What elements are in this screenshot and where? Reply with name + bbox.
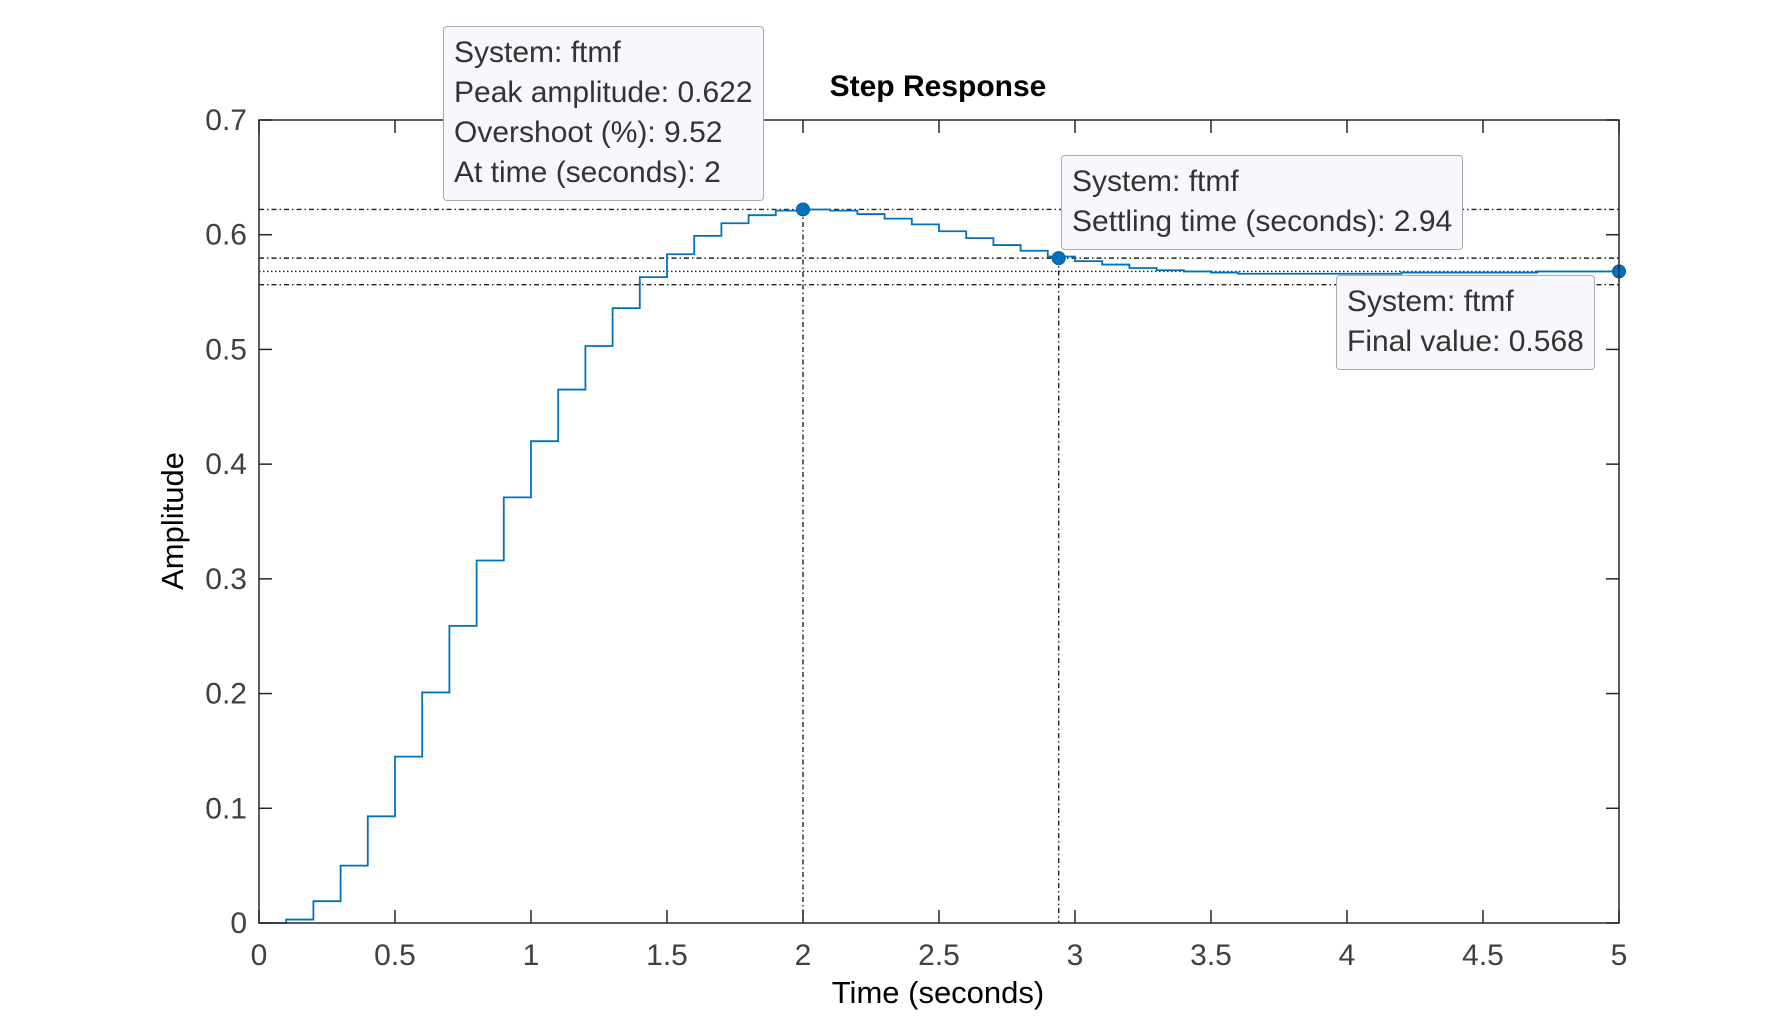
x-tick-label: 0.5	[374, 939, 416, 972]
settling-datatip-line: System: ftmf	[1072, 165, 1239, 198]
y-tick-label: 0.2	[205, 678, 247, 711]
x-tick-label: 2.5	[918, 939, 960, 972]
y-tick-label: 0.1	[205, 792, 247, 825]
y-tick-label: 0.6	[205, 219, 247, 252]
chart-title: Step Response	[830, 70, 1047, 103]
datatip-marker[interactable]	[796, 202, 810, 217]
axes-box	[258, 119, 1620, 924]
settling-datatip-line: Settling time (seconds): 2.94	[1072, 205, 1453, 238]
x-tick-label: 2	[795, 939, 812, 972]
x-tick-label: 5	[1611, 939, 1628, 972]
x-tick-label: 3	[1067, 939, 1084, 972]
y-tick-label: 0.4	[205, 448, 247, 481]
x-tick-label: 1.5	[646, 939, 688, 972]
x-tick-label: 1	[523, 939, 540, 972]
peak-datatip-line: System: ftmf	[454, 36, 621, 69]
x-tick-label: 4	[1339, 939, 1356, 972]
tick-labels: 0 0.5 1 1.5 2 2.5 3 3.5 4 4.5 5 0 0.1 0.2 0.3 0.4 0.5 0.6…	[205, 104, 1627, 972]
x-tick-label: 3.5	[1190, 939, 1232, 972]
final-datatip[interactable]: System: ftmf Final value: 0.568	[1336, 275, 1595, 370]
axes-background	[259, 120, 1619, 923]
x-axis-label: Time (seconds)	[832, 975, 1044, 1010]
y-tick-label: 0.7	[205, 104, 247, 137]
step-response-line	[259, 208, 1619, 924]
peak-datatip-line: Peak amplitude: 0.622	[454, 76, 753, 109]
y-tick-label: 0.5	[205, 333, 247, 366]
y-tick-label: 0	[230, 907, 247, 940]
final-datatip-line: Final value: 0.568	[1347, 325, 1584, 358]
peak-datatip-line: At time (seconds): 2	[454, 156, 721, 189]
y-tick-label: 0.3	[205, 563, 247, 596]
y-axis-label: Amplitude	[155, 452, 190, 590]
x-tick-label: 0	[251, 939, 268, 972]
datatip-markers	[796, 202, 1626, 279]
x-tick-label: 4.5	[1462, 939, 1504, 972]
final-datatip-line: System: ftmf	[1347, 285, 1514, 318]
peak-datatip[interactable]: System: ftmf Peak amplitude: 0.622 Overs…	[443, 26, 764, 201]
datatip-marker[interactable]	[1051, 251, 1066, 266]
settling-datatip[interactable]: System: ftmf Settling time (seconds): 2.…	[1061, 155, 1464, 250]
peak-datatip-line: Overshoot (%): 9.52	[454, 116, 723, 149]
